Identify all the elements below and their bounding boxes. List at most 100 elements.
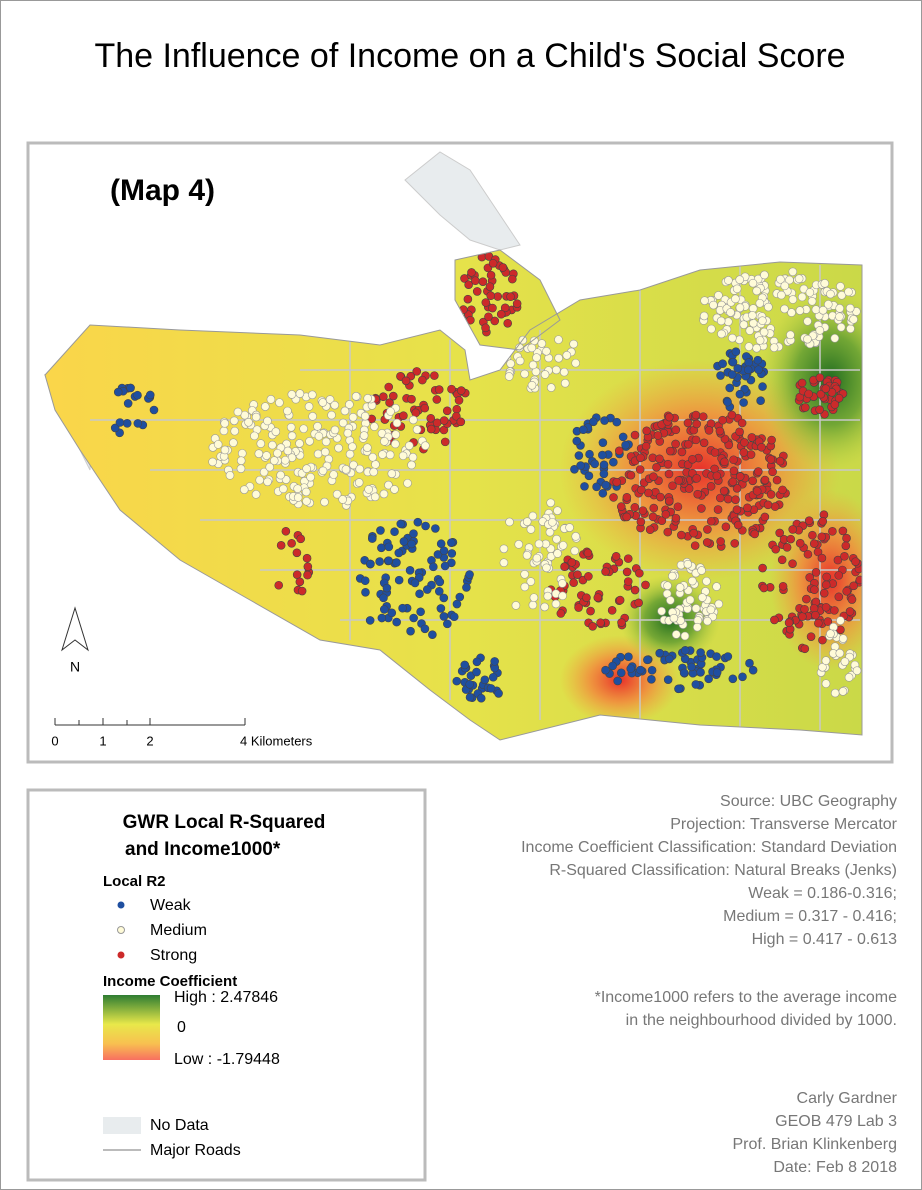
point xyxy=(830,606,839,615)
point xyxy=(499,558,509,568)
scale-label: 1 xyxy=(99,733,106,748)
point xyxy=(758,316,767,325)
point xyxy=(456,386,466,395)
point xyxy=(665,412,674,422)
point xyxy=(527,381,537,390)
point xyxy=(360,411,370,421)
point xyxy=(404,441,414,450)
point xyxy=(496,309,506,319)
point xyxy=(265,462,275,472)
point xyxy=(590,459,600,469)
point xyxy=(269,456,279,465)
point xyxy=(426,413,436,423)
point xyxy=(230,426,240,436)
point xyxy=(657,516,667,525)
point xyxy=(452,676,462,686)
point xyxy=(755,336,765,345)
point xyxy=(641,441,651,451)
point xyxy=(532,553,542,563)
point xyxy=(123,399,133,408)
point xyxy=(735,427,744,437)
point xyxy=(828,527,837,536)
point xyxy=(572,436,582,446)
point xyxy=(777,555,787,565)
point xyxy=(313,449,323,459)
point xyxy=(691,680,701,689)
point xyxy=(836,322,846,332)
point xyxy=(589,417,598,427)
point xyxy=(638,506,648,515)
point xyxy=(592,482,601,492)
point xyxy=(735,472,745,481)
point xyxy=(528,360,538,370)
point xyxy=(297,586,307,596)
point xyxy=(133,419,143,428)
point xyxy=(514,540,524,549)
point xyxy=(430,371,439,380)
point xyxy=(807,296,817,306)
point xyxy=(303,562,313,571)
point xyxy=(318,466,328,476)
point xyxy=(688,455,697,464)
point xyxy=(420,624,430,634)
point xyxy=(821,602,831,612)
point xyxy=(332,489,342,499)
point xyxy=(364,485,373,494)
point xyxy=(692,622,702,632)
point xyxy=(809,539,819,548)
point xyxy=(775,456,785,466)
point xyxy=(769,343,779,352)
point xyxy=(655,648,664,658)
point xyxy=(293,484,302,493)
point xyxy=(649,472,658,481)
point xyxy=(621,440,630,450)
point xyxy=(732,284,742,294)
point xyxy=(671,425,681,435)
point xyxy=(368,452,378,462)
point xyxy=(817,553,827,563)
point xyxy=(122,419,132,428)
point xyxy=(435,577,445,587)
point xyxy=(806,632,816,641)
point xyxy=(671,439,680,449)
point xyxy=(384,542,394,552)
point xyxy=(334,443,343,453)
point xyxy=(268,440,277,450)
point xyxy=(560,562,569,572)
point xyxy=(500,303,510,313)
point xyxy=(375,557,384,566)
point xyxy=(657,606,666,616)
point xyxy=(721,522,731,532)
point xyxy=(735,389,745,399)
point xyxy=(692,474,701,483)
point xyxy=(767,435,776,445)
point xyxy=(680,646,690,655)
point xyxy=(712,652,721,661)
point xyxy=(408,452,418,462)
point xyxy=(794,274,804,284)
point xyxy=(520,582,530,592)
point xyxy=(522,517,532,526)
point xyxy=(754,365,763,375)
point xyxy=(338,495,347,504)
point xyxy=(422,585,432,594)
point xyxy=(818,662,827,672)
point xyxy=(645,525,655,535)
point xyxy=(776,275,785,284)
point xyxy=(826,289,835,299)
point xyxy=(391,430,401,439)
point xyxy=(838,634,848,643)
legend-heading: Income Coefficient xyxy=(103,973,237,990)
point xyxy=(704,674,713,684)
point xyxy=(442,406,452,416)
note-line: in the neighbourhood divided by 1000. xyxy=(626,1012,897,1029)
point xyxy=(609,493,618,502)
credits-line: Carly Gardner xyxy=(797,1090,898,1107)
point xyxy=(672,630,681,639)
point xyxy=(406,626,415,636)
point xyxy=(378,450,387,459)
point xyxy=(815,373,825,382)
point xyxy=(770,615,779,625)
point xyxy=(668,481,677,491)
point xyxy=(299,424,308,434)
